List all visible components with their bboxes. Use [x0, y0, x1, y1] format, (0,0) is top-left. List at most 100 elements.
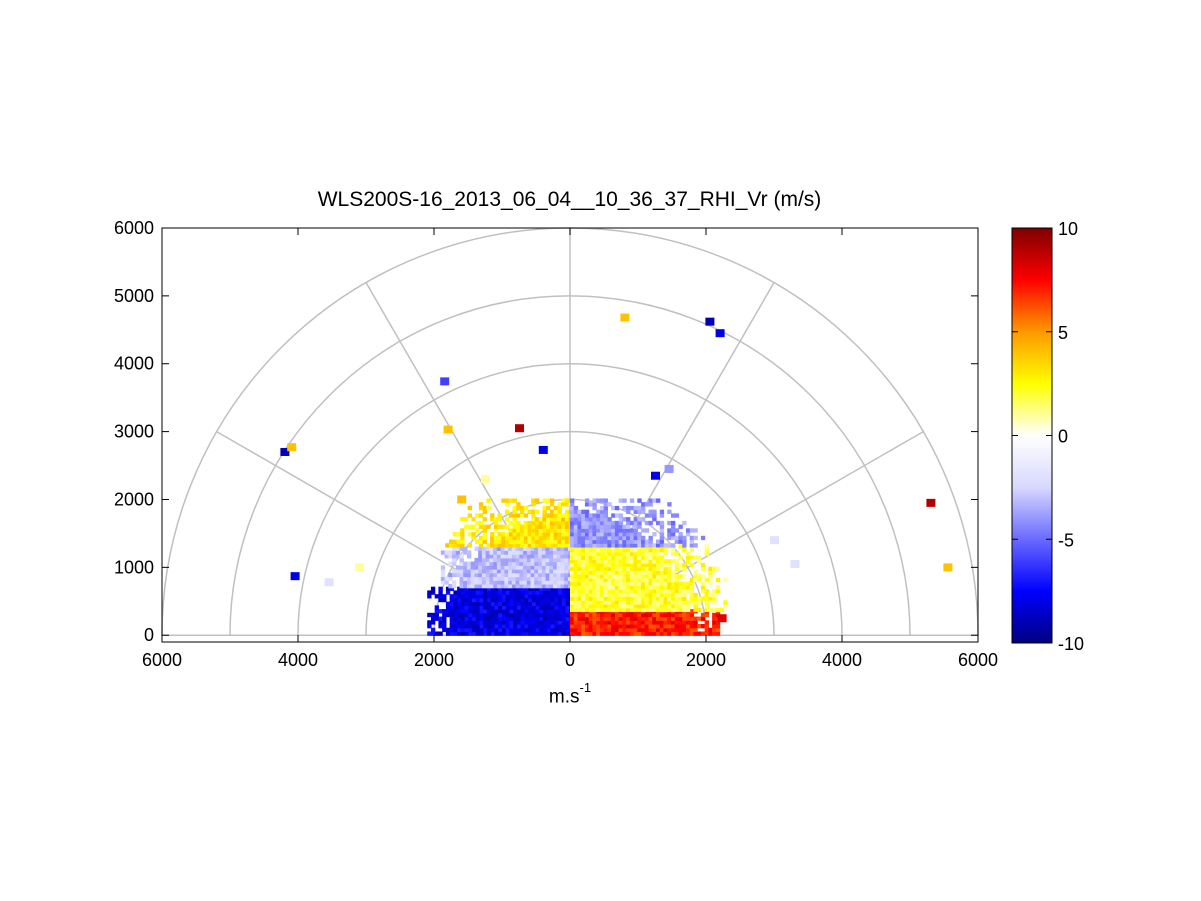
velocity-cell	[505, 627, 511, 633]
velocity-cell	[656, 607, 661, 613]
velocity-cell	[564, 569, 569, 574]
velocity-cell	[592, 528, 597, 533]
velocity-cell	[682, 616, 687, 621]
velocity-cell	[577, 592, 582, 598]
velocity-cell	[715, 589, 721, 594]
velocity-cell	[520, 609, 526, 614]
data-point	[538, 445, 548, 454]
velocity-cell	[519, 580, 524, 585]
velocity-cell	[502, 601, 507, 606]
velocity-cell	[504, 546, 509, 551]
velocity-cell	[577, 509, 582, 514]
velocity-cell	[652, 624, 657, 629]
velocity-cell	[442, 616, 447, 621]
velocity-cell	[588, 585, 594, 590]
velocity-cell	[596, 612, 601, 618]
velocity-cell	[588, 581, 594, 586]
velocity-cell	[457, 612, 462, 618]
velocity-cell	[489, 565, 494, 570]
velocity-cell	[622, 596, 627, 601]
velocity-cell	[596, 627, 601, 633]
velocity-cell	[697, 607, 702, 613]
velocity-cell	[570, 551, 575, 557]
x-tick-label: 2000	[686, 650, 726, 670]
velocity-cell	[592, 596, 597, 601]
velocity-cell	[570, 581, 575, 586]
velocity-cell	[599, 513, 605, 518]
velocity-cell	[558, 627, 563, 633]
velocity-cell	[509, 616, 514, 621]
velocity-cell	[641, 505, 646, 511]
velocity-cell	[509, 627, 514, 633]
velocity-cell	[659, 624, 665, 629]
velocity-cell	[581, 600, 586, 605]
velocity-cell	[581, 513, 586, 518]
velocity-cell	[682, 596, 687, 601]
velocity-cell	[570, 624, 575, 629]
velocity-cell	[557, 535, 562, 541]
velocity-cell	[519, 583, 524, 589]
velocity-cell	[641, 596, 646, 601]
colorbar-tick-label: 5	[1058, 323, 1068, 343]
velocity-cell	[689, 528, 695, 533]
velocity-cell	[528, 601, 533, 606]
velocity-cell	[700, 624, 706, 629]
velocity-cell	[516, 624, 522, 629]
velocity-cell	[581, 520, 586, 526]
velocity-cell	[445, 612, 451, 618]
velocity-cell	[570, 585, 575, 590]
velocity-cell	[493, 546, 498, 551]
velocity-cell	[667, 528, 672, 533]
velocity-cell	[633, 548, 638, 553]
velocity-cell	[459, 569, 464, 574]
velocity-cell	[487, 612, 492, 618]
velocity-cell	[682, 620, 687, 625]
velocity-cell	[667, 596, 672, 601]
velocity-cell	[561, 631, 567, 636]
velocity-cell	[659, 535, 665, 541]
velocity-cell	[472, 590, 477, 595]
velocity-cell	[678, 532, 683, 537]
velocity-cell	[515, 554, 520, 559]
velocity-cell	[508, 532, 514, 537]
velocity-cell	[534, 543, 540, 548]
velocity-cell	[535, 609, 540, 614]
velocity-cell	[565, 597, 570, 603]
velocity-cell	[560, 546, 565, 551]
velocity-cell	[505, 532, 510, 537]
velocity-cell	[637, 616, 642, 621]
velocity-cell	[430, 616, 436, 621]
velocity-cell	[546, 498, 551, 503]
velocity-cell	[515, 561, 520, 566]
velocity-cell	[554, 624, 559, 629]
velocity-cell	[570, 566, 575, 571]
velocity-cell	[570, 627, 575, 633]
velocity-cell	[708, 592, 713, 598]
velocity-cell	[629, 528, 635, 533]
velocity-cell	[539, 612, 544, 618]
velocity-cell	[584, 627, 590, 633]
velocity-cell	[520, 620, 526, 625]
velocity-cell	[588, 517, 594, 522]
velocity-cell	[577, 603, 582, 609]
velocity-cell	[498, 601, 503, 606]
velocity-cell	[648, 570, 653, 575]
velocity-cell	[614, 607, 620, 613]
velocity-cell	[581, 562, 586, 568]
velocity-cell	[577, 566, 582, 571]
velocity-cell	[588, 592, 594, 598]
velocity-cell	[526, 580, 532, 585]
velocity-cell	[520, 601, 526, 606]
velocity-cell	[545, 557, 550, 563]
velocity-cell	[520, 612, 526, 618]
velocity-cell	[611, 574, 616, 579]
velocity-cell	[493, 583, 498, 589]
velocity-cell	[526, 554, 532, 559]
velocity-cell	[697, 600, 702, 605]
velocity-cell	[504, 561, 509, 566]
velocity-cell	[667, 600, 672, 605]
velocity-cell	[573, 513, 579, 518]
velocity-cell	[534, 520, 540, 526]
velocity-cell	[516, 543, 521, 548]
velocity-cell	[560, 565, 565, 570]
